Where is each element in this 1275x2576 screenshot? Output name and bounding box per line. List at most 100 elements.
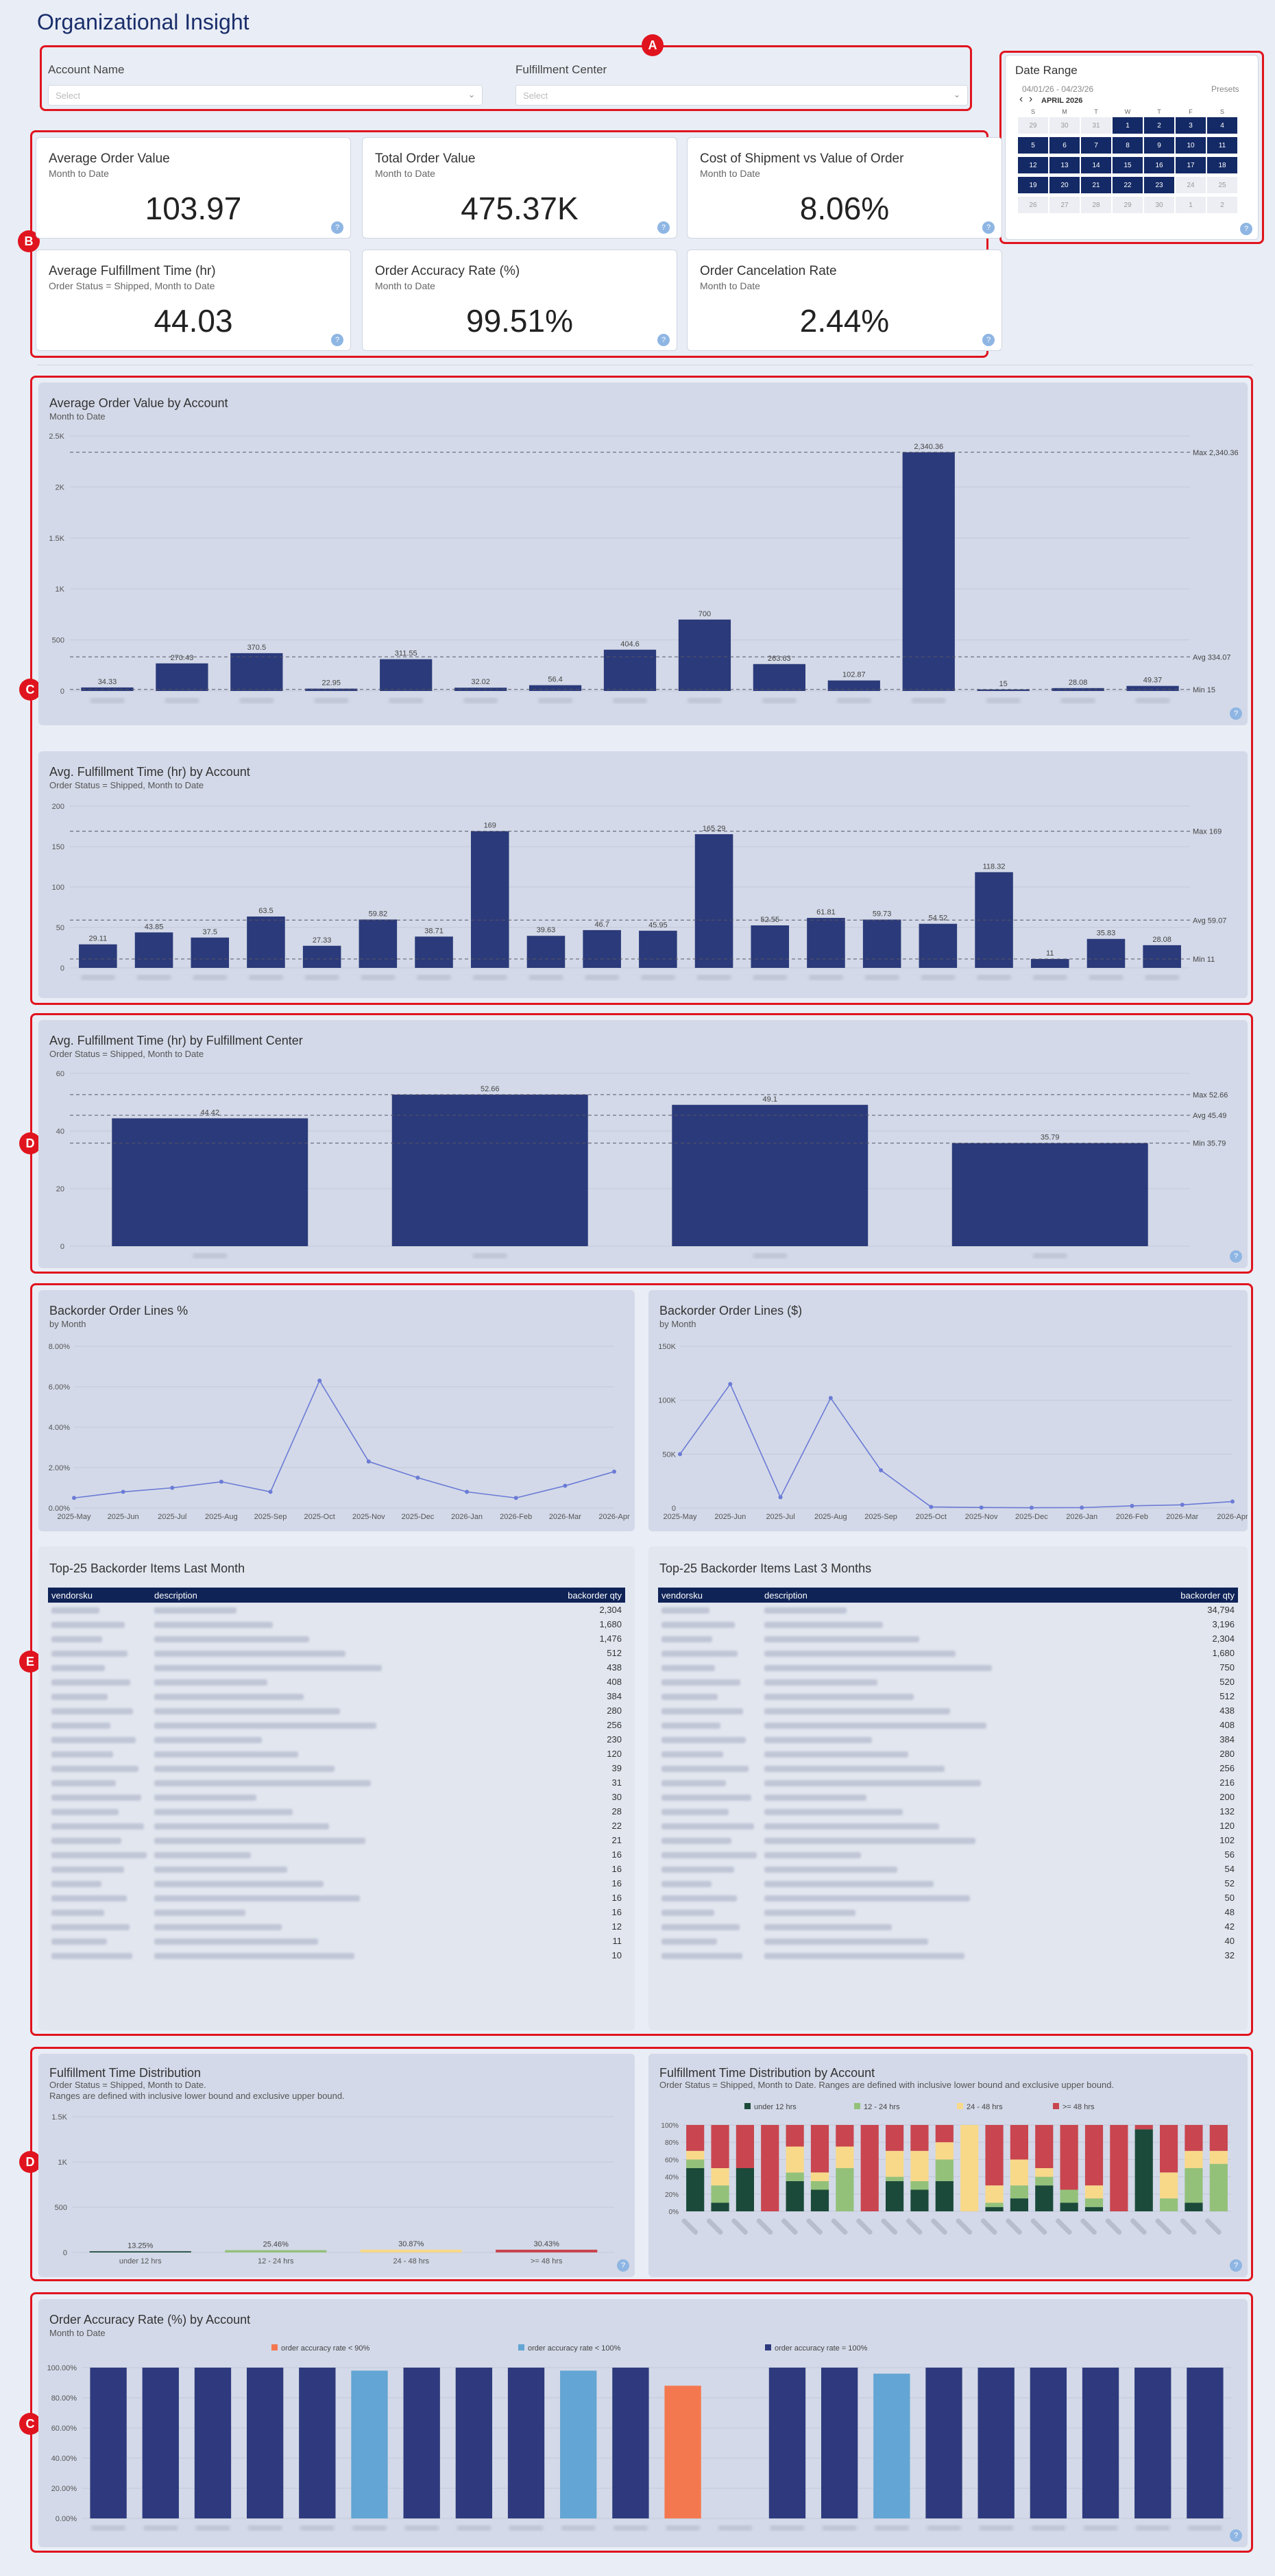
bar[interactable] [360,2249,462,2252]
bar[interactable] [1126,685,1179,691]
fulfillment-center-select[interactable]: Select ⌄ [515,85,968,106]
stacked-bar-segment[interactable] [1185,2168,1203,2203]
bar[interactable] [359,919,398,968]
bar[interactable] [156,663,208,691]
bar[interactable] [89,2251,191,2252]
account-name-select[interactable]: Select ⌄ [48,85,483,106]
bar[interactable] [529,685,582,691]
bar[interactable] [391,1094,588,1246]
stacked-bar-segment[interactable] [1060,2202,1078,2211]
stacked-bar-segment[interactable] [810,2172,829,2181]
bar[interactable] [1187,2368,1224,2518]
calendar-day[interactable]: 12 [1018,157,1048,173]
column-header[interactable]: description [761,1588,1140,1603]
data-point[interactable] [1130,1503,1134,1508]
calendar-day[interactable]: 4 [1207,117,1237,134]
presets-button[interactable]: Presets [1211,84,1239,94]
stacked-bar-segment[interactable] [736,2168,754,2211]
stacked-bar-segment[interactable] [910,2180,929,2190]
stacked-bar-segment[interactable] [810,2189,829,2212]
calendar-day[interactable]: 15 [1113,157,1143,173]
bar[interactable] [134,932,173,968]
data-point[interactable] [563,1483,568,1488]
bar[interactable] [678,619,731,691]
column-header[interactable]: backorder qty [527,1588,625,1603]
bar[interactable] [639,930,677,968]
calendar-day[interactable]: 10 [1176,137,1206,154]
stacked-bar-segment[interactable] [711,2168,729,2186]
bar[interactable] [751,925,790,968]
info-icon[interactable]: ? [982,221,995,234]
stacked-bar-segment[interactable] [810,2125,829,2173]
stacked-bar-segment[interactable] [1185,2150,1203,2168]
bar[interactable] [821,2368,858,2518]
stacked-bar-segment[interactable] [711,2125,729,2168]
stacked-bar-segment[interactable] [1084,2207,1104,2211]
calendar-day[interactable]: 29 [1018,117,1048,134]
calendar-day[interactable]: 29 [1113,197,1143,213]
stacked-bar-segment[interactable] [786,2172,804,2181]
stacked-bar-segment[interactable] [1110,2125,1128,2211]
stacked-bar-segment[interactable] [1060,2125,1078,2190]
data-point[interactable] [1080,1505,1084,1510]
calendar-day[interactable]: 30 [1144,197,1174,213]
bar[interactable] [112,1118,308,1246]
stacked-bar-segment[interactable] [1160,2125,1178,2173]
calendar-day[interactable]: 16 [1144,157,1174,173]
stacked-bar-segment[interactable] [910,2150,929,2181]
info-icon[interactable]: ? [331,334,343,346]
calendar-day[interactable]: 2 [1144,117,1174,134]
data-point[interactable] [121,1490,125,1494]
bar[interactable] [142,2368,179,2518]
stacked-bar-segment[interactable] [836,2125,854,2147]
column-header[interactable]: description [151,1588,528,1603]
stacked-bar-segment[interactable] [1134,2125,1153,2130]
stacked-bar-segment[interactable] [935,2142,954,2160]
bar[interactable] [526,936,566,968]
stacked-bar-segment[interactable] [935,2159,954,2181]
calendar-day[interactable]: 7 [1081,137,1111,154]
calendar-day[interactable]: 3 [1176,117,1206,134]
stacked-bar-segment[interactable] [1035,2168,1054,2177]
stacked-bar-segment[interactable] [860,2125,879,2211]
data-point[interactable] [929,1505,934,1509]
bar[interactable] [925,2368,962,2518]
calendar-day[interactable]: 17 [1176,157,1206,173]
bar[interactable] [230,653,283,691]
calendar-day[interactable]: 6 [1049,137,1080,154]
calendar-day[interactable]: 14 [1081,157,1111,173]
bar[interactable] [977,2368,1015,2518]
bar[interactable] [694,834,733,968]
stacked-bar-segment[interactable] [1084,2198,1104,2207]
bar[interactable] [90,2368,127,2518]
stacked-bar-segment[interactable] [711,2202,729,2211]
calendar-day[interactable]: 5 [1018,137,1048,154]
bar[interactable] [1143,945,1181,968]
data-point[interactable] [366,1459,371,1464]
data-point[interactable] [317,1378,322,1383]
stacked-bar-segment[interactable] [1035,2176,1054,2186]
info-icon[interactable]: ? [1240,223,1252,235]
stacked-bar-segment[interactable] [1010,2159,1028,2186]
data-point[interactable] [219,1479,223,1484]
stacked-bar-segment[interactable] [910,2125,929,2151]
stacked-bar-segment[interactable] [1185,2125,1203,2151]
bar[interactable] [919,923,958,968]
bar[interactable] [583,929,621,968]
bar[interactable] [1082,2368,1119,2518]
stacked-bar-segment[interactable] [686,2159,705,2168]
stacked-bar-segment[interactable] [836,2168,854,2211]
calendar-day[interactable]: 13 [1049,157,1080,173]
stacked-bar-segment[interactable] [886,2125,904,2151]
data-point[interactable] [778,1495,783,1500]
bar[interactable] [1086,938,1126,968]
stacked-bar-segment[interactable] [836,2146,854,2169]
stacked-bar-segment[interactable] [761,2125,779,2211]
bar[interactable] [753,664,805,691]
data-point[interactable] [612,1469,616,1474]
calendar-day[interactable]: 28 [1081,197,1111,213]
bar[interactable] [612,2368,649,2518]
info-icon[interactable]: ? [617,2259,629,2272]
bar[interactable] [455,2368,493,2518]
calendar-day[interactable]: 9 [1144,137,1174,154]
